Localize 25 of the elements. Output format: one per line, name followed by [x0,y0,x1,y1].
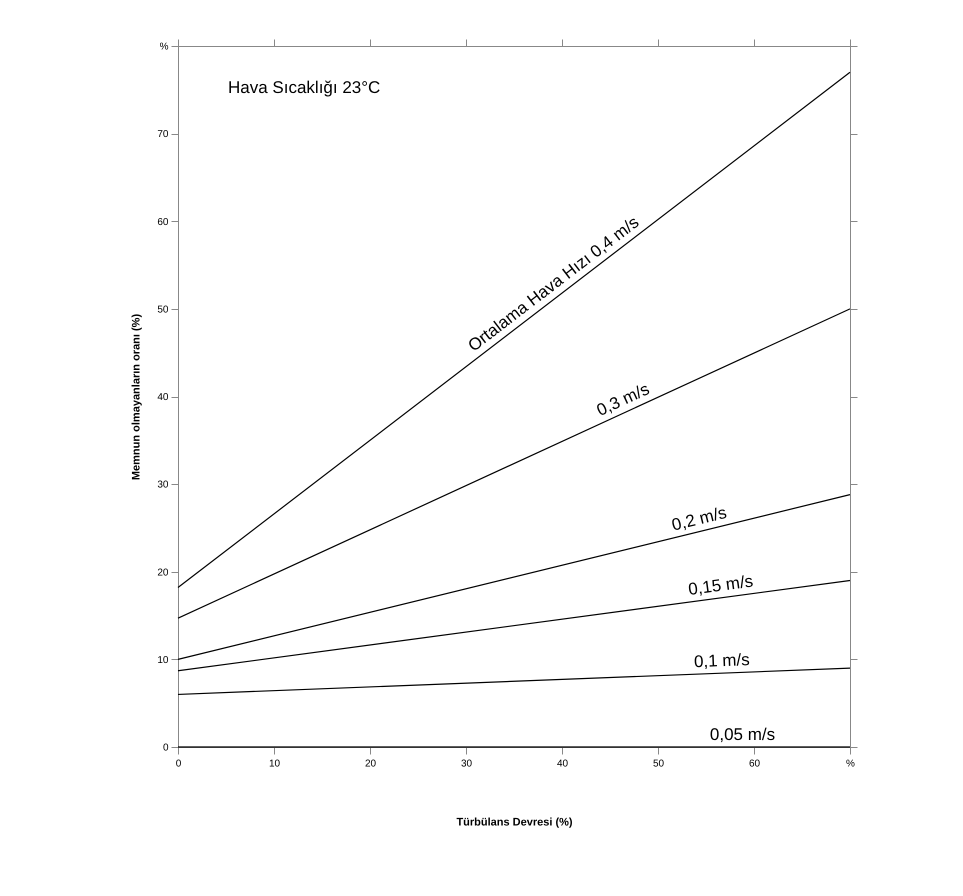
y-tick-label: 60 [157,216,169,228]
x-tick-label: 0 [176,758,182,770]
y-tick-label: 40 [157,392,169,403]
x-axis-title: Türbülans Devresi (%) [456,816,573,828]
y-tick-label: 70 [157,129,169,140]
text: 0,3 m/s [594,379,652,420]
y-axis-title: Memnun olmayanların oranı (%) [130,314,142,480]
series-label: 0,05 m/s [710,725,776,744]
x-tick-label: 20 [364,758,376,770]
y-tick-label: 50 [157,304,169,316]
x-tick-label: 60 [748,758,760,770]
annotation: Hava Sıcaklığı 23°C [228,78,380,97]
y-tick-label: 10 [157,654,169,666]
x-tick-label: 50 [652,758,664,770]
series-label: 0,1 m/s [694,650,750,672]
text: 0,2 m/s [670,502,729,535]
y-tick-label: % [160,42,169,52]
x-tick-label: % [846,758,856,770]
x-tick-label: 40 [556,758,568,770]
y-tick-label: 30 [157,480,169,491]
y-tick-label: 0 [162,742,169,754]
x-tick-label: 10 [268,758,280,770]
x-tick-label: 30 [460,758,472,770]
text: 0,15 m/s [687,572,754,600]
y-tick-label: 20 [157,567,169,578]
